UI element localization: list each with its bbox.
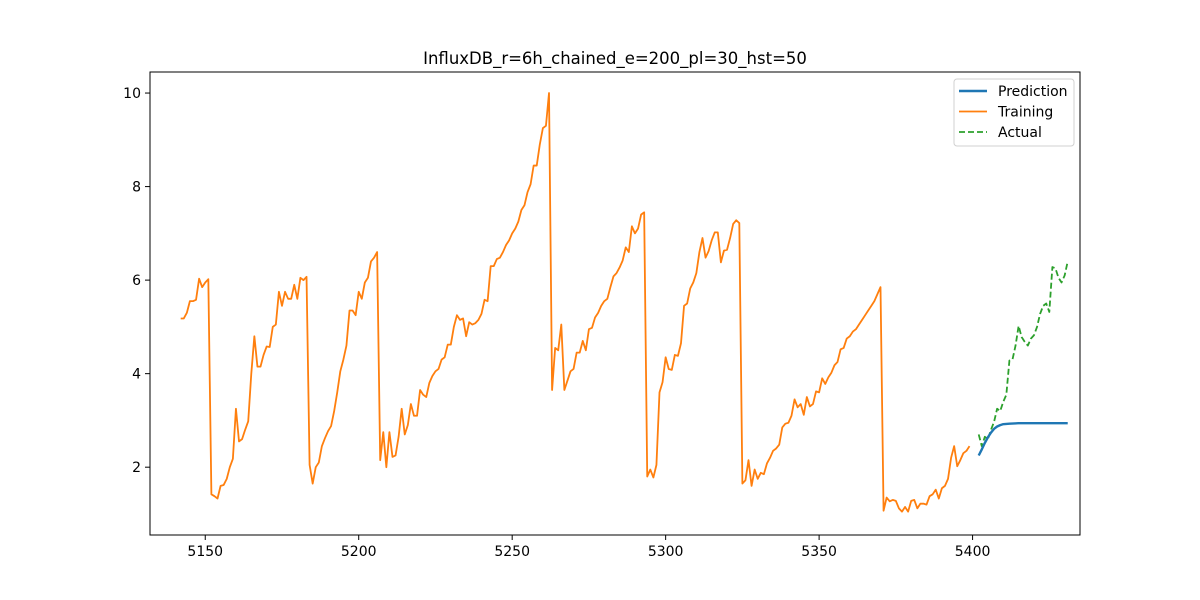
legend-label-training: Training (997, 105, 1053, 121)
series-line-prediction (977, 422, 1068, 457)
legend-box (953, 78, 1075, 147)
series-layer (180, 92, 1069, 513)
x-tick-label: 5300 (648, 544, 684, 560)
x-tick-label: 5250 (494, 544, 530, 560)
y-axis: 2 4 6 8 10 (123, 86, 150, 476)
y-tick-label: 6 (132, 273, 141, 289)
x-tick-label: 5150 (187, 544, 223, 560)
series-line-actual (977, 261, 1069, 448)
x-tick-label: 5400 (955, 544, 991, 560)
plot-frame (149, 71, 1081, 536)
series-line-training (180, 92, 971, 513)
y-tick-label: 8 (132, 180, 141, 196)
y-tick-label: 10 (123, 86, 141, 102)
x-axis: 5150 5200 5250 5300 5350 5400 (187, 535, 990, 560)
legend: Prediction Training Actual (953, 78, 1075, 147)
x-tick-label: 5350 (801, 544, 837, 560)
y-tick-label: 4 (132, 367, 141, 383)
chart-title: InfluxDB_r=6h_chained_e=200_pl=30_hst=50 (423, 49, 807, 69)
y-tick-label: 2 (132, 460, 141, 476)
legend-label-actual: Actual (998, 125, 1042, 141)
legend-label-prediction: Prediction (998, 84, 1068, 100)
x-tick-label: 5200 (341, 544, 377, 560)
